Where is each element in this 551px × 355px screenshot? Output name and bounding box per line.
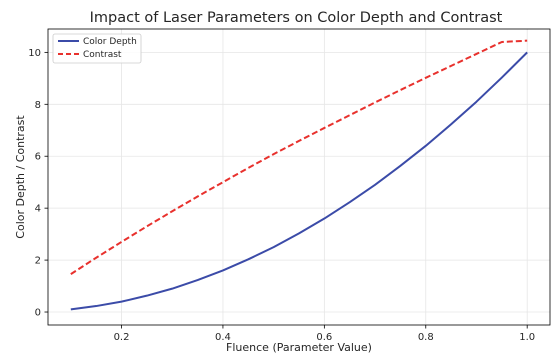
grid: [48, 29, 550, 325]
ticks: 0.2 0.4 0.6 0.8 1.0 0 2 4 6 8 10: [28, 48, 535, 343]
plot-area-frame: [47, 28, 551, 326]
y-tick-label: 6: [35, 152, 41, 163]
y-tick-label: 0: [35, 308, 41, 319]
x-axis-label: Fluence (Parameter Value): [226, 341, 372, 354]
chart-title: Impact of Laser Parameters on Color Dept…: [90, 10, 503, 26]
legend-label-color-depth: Color Depth: [83, 37, 137, 47]
legend-label-contrast: Contrast: [83, 50, 122, 60]
x-tick-label: 0.8: [418, 332, 434, 343]
y-tick-label: 8: [35, 100, 41, 111]
series-line-contrast: [70, 39, 528, 275]
x-tick-label: 0.4: [215, 332, 231, 343]
legend: Color Depth Contrast: [52, 33, 142, 64]
y-tick-label: 4: [35, 204, 41, 215]
y-tick-label: 10: [28, 48, 41, 59]
y-axis-label: Color Depth / Contrast: [14, 115, 27, 239]
x-tick-label: 0.2: [114, 332, 130, 343]
series-lines: [70, 39, 528, 311]
x-tick-label: 1.0: [519, 332, 535, 343]
y-tick-label: 2: [35, 256, 41, 267]
x-tick-label: 0.6: [316, 332, 332, 343]
series-line-color-depth: [70, 51, 528, 311]
